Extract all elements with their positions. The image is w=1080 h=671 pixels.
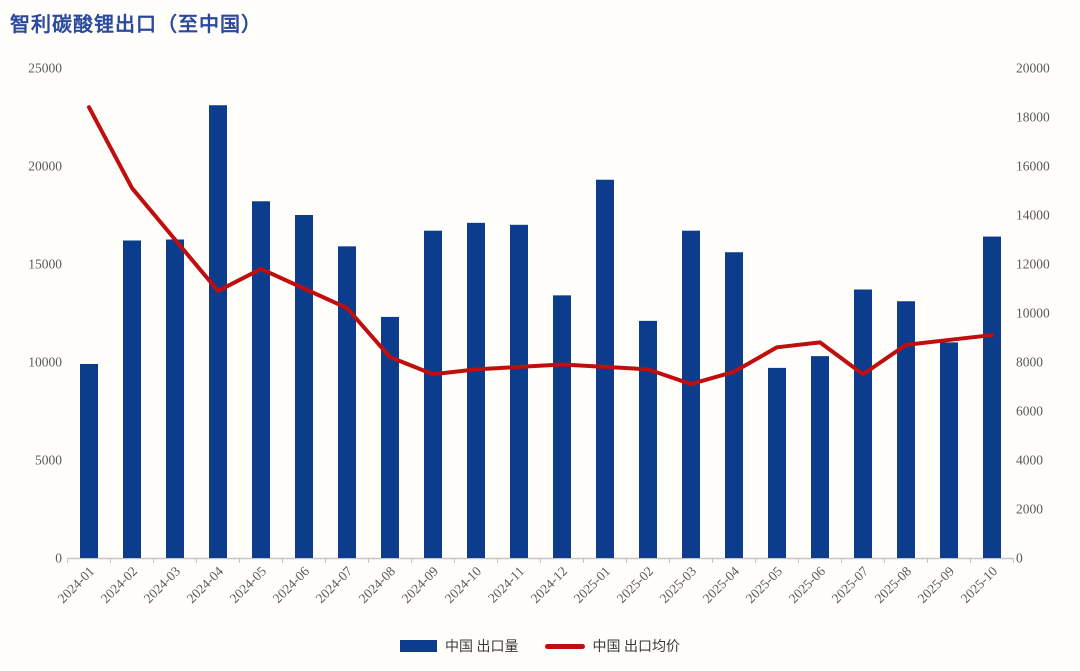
left-axis-tick-label: 20000 bbox=[28, 159, 62, 174]
left-axis-tick-label: 0 bbox=[55, 551, 62, 566]
legend-bar-swatch bbox=[400, 640, 437, 652]
export-volume-bar bbox=[639, 320, 657, 558]
export-volume-bar bbox=[725, 252, 743, 559]
export-volume-bar bbox=[510, 224, 528, 559]
x-axis-label: 2024-02 bbox=[98, 564, 140, 606]
export-volume-bar bbox=[811, 356, 829, 558]
right-axis-tick-label: 16000 bbox=[1016, 159, 1050, 174]
x-axis-label: 2025-01 bbox=[571, 564, 613, 606]
export-volume-bar bbox=[897, 301, 915, 558]
x-axis-label: 2024-11 bbox=[485, 564, 527, 606]
right-axis-tick-label: 10000 bbox=[1016, 306, 1050, 321]
export-volume-bar bbox=[983, 236, 1001, 558]
right-axis-tick-label: 20000 bbox=[1016, 61, 1050, 76]
export-volume-bar bbox=[768, 367, 786, 558]
export-volume-bar bbox=[295, 215, 313, 558]
combo-chart-plot: 0 5000 10000 15000 20000 25000 0 2000 4000 6000 80… bbox=[28, 61, 1050, 606]
export-volume-bar bbox=[467, 222, 485, 558]
export-volume-bar bbox=[166, 239, 184, 558]
right-axis-tick-label: 4000 bbox=[1016, 453, 1043, 468]
x-axis-label: 2025-08 bbox=[872, 563, 915, 606]
left-axis-tick-label: 5000 bbox=[35, 453, 62, 468]
export-volume-bar bbox=[424, 230, 442, 558]
x-axis-label: 2025-05 bbox=[743, 563, 786, 606]
legend-bar-label: 中国 出口量 bbox=[445, 640, 519, 655]
x-axis-label: 2025-07 bbox=[829, 563, 872, 606]
export-volume-bar bbox=[381, 316, 399, 558]
x-axis-label: 2024-09 bbox=[399, 563, 442, 606]
right-axis-tick-label: 2000 bbox=[1016, 502, 1043, 517]
legend-item-export-volume: 中国 出口量 bbox=[400, 636, 519, 656]
export-volume-bar bbox=[123, 240, 141, 559]
x-axis-label: 2024-08 bbox=[356, 563, 399, 606]
export-volume-bar bbox=[252, 201, 270, 558]
x-axis-label: 2025-10 bbox=[958, 563, 1001, 606]
chart-legend: 中国 出口量 中国 出口均价 bbox=[0, 636, 1080, 656]
chart-title: 智利碳酸锂出口（至中国） bbox=[10, 14, 262, 36]
x-axis-label: 2024-10 bbox=[442, 563, 485, 606]
right-axis-tick-label: 12000 bbox=[1016, 257, 1050, 272]
x-axis-label: 2024-03 bbox=[141, 563, 184, 606]
x-axis-label: 2024-05 bbox=[227, 563, 270, 606]
right-axis-tick-label: 18000 bbox=[1016, 110, 1050, 125]
legend-line-label: 中国 出口均价 bbox=[592, 640, 681, 655]
avg-price-line bbox=[87, 105, 994, 387]
export-volume-bar bbox=[682, 230, 700, 558]
x-axis-label: 2025-06 bbox=[786, 563, 829, 606]
export-volume-bar bbox=[854, 289, 872, 558]
right-axis-tick-label: 14000 bbox=[1016, 208, 1050, 223]
legend-line-swatch bbox=[544, 643, 585, 649]
left-axis-tick-label: 15000 bbox=[28, 257, 62, 272]
right-axis-tick-label: 0 bbox=[1016, 551, 1023, 566]
x-axis-label: 2024-07 bbox=[313, 563, 356, 606]
export-volume-bar bbox=[209, 105, 227, 559]
left-axis-tick-label: 10000 bbox=[28, 355, 62, 370]
legend-item-avg-price: 中国 出口均价 bbox=[544, 636, 681, 656]
x-axis-label: 2025-03 bbox=[657, 563, 700, 606]
left-axis-tick-label: 25000 bbox=[28, 61, 62, 76]
x-axis-label: 2025-09 bbox=[915, 563, 958, 606]
export-volume-bar bbox=[553, 295, 571, 558]
right-axis-tick-label: 6000 bbox=[1016, 404, 1043, 419]
x-axis-label: 2025-04 bbox=[700, 563, 743, 606]
x-axis-label: 2024-12 bbox=[528, 564, 570, 606]
x-axis-label: 2024-01 bbox=[55, 564, 97, 606]
x-axis-label: 2024-04 bbox=[184, 563, 227, 606]
export-volume-bar bbox=[940, 342, 958, 558]
export-volume-bar bbox=[338, 246, 356, 559]
export-volume-bar bbox=[80, 363, 98, 558]
x-axis-label: 2025-02 bbox=[614, 564, 656, 606]
x-axis-label: 2024-06 bbox=[270, 563, 313, 606]
right-axis-tick-label: 8000 bbox=[1016, 355, 1043, 370]
